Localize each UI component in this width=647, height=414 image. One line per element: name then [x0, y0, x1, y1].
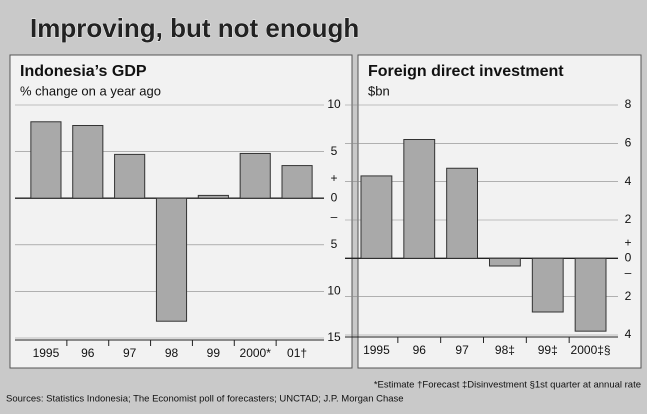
- y-tick-label: 0: [625, 251, 632, 265]
- y-tick-label: 5: [331, 237, 338, 251]
- x-tick-label: 01†: [287, 346, 307, 360]
- y-tick-label: 2: [625, 289, 632, 303]
- bar: [72, 125, 104, 199]
- bar: [281, 165, 313, 199]
- x-tick-label: 96: [413, 343, 427, 357]
- x-tick-label: 98‡: [495, 343, 515, 357]
- y-tick-label: 2: [625, 212, 632, 226]
- negative-sign: –: [625, 266, 632, 280]
- bar: [239, 152, 271, 199]
- y-tick-label: 5: [331, 144, 338, 158]
- positive-sign: +: [330, 171, 337, 185]
- x-tick-label: 99: [207, 346, 221, 360]
- bar: [155, 197, 188, 322]
- sources: Sources: Statistics Indonesia; The Econo…: [6, 394, 404, 405]
- y-tick-label: 4: [625, 174, 632, 188]
- y-tick-label: 10: [327, 97, 341, 111]
- chart-subtitle: $bn: [368, 83, 390, 98]
- x-tick-label: 97: [455, 343, 469, 357]
- x-tick-label: 99‡: [538, 343, 558, 357]
- chart-subtitle: % change on a year ago: [20, 83, 161, 98]
- bar: [531, 257, 564, 313]
- x-tick-label: 97: [123, 346, 137, 360]
- footnote: *Estimate †Forecast ‡Disinvestment §1st …: [374, 380, 641, 391]
- page-title: Improving, but not enough: [30, 13, 359, 43]
- bar: [403, 139, 436, 259]
- bar: [360, 175, 393, 259]
- y-tick-label: 15: [327, 330, 341, 344]
- y-tick-label: 6: [625, 136, 632, 150]
- negative-sign: –: [331, 210, 338, 224]
- chart-title: Foreign direct investment: [368, 63, 564, 80]
- bar: [488, 257, 521, 267]
- bar: [574, 257, 607, 332]
- x-tick-label: 1995: [33, 346, 60, 360]
- positive-sign: +: [624, 235, 631, 249]
- x-tick-label: 98: [165, 346, 179, 360]
- x-tick-label: 2000*: [240, 346, 272, 360]
- y-tick-label: 4: [625, 327, 632, 341]
- bar: [446, 167, 479, 259]
- bar: [30, 121, 62, 199]
- bar: [114, 153, 146, 199]
- x-tick-label: 96: [81, 346, 95, 360]
- y-tick-label: 0: [331, 190, 338, 204]
- chart-title: Indonesia’s GDP: [20, 63, 147, 80]
- x-tick-label: 1995: [363, 343, 390, 357]
- x-tick-label: 2000‡§: [571, 343, 611, 357]
- y-tick-label: 8: [625, 97, 632, 111]
- y-tick-label: 10: [327, 284, 341, 298]
- bar: [197, 194, 229, 199]
